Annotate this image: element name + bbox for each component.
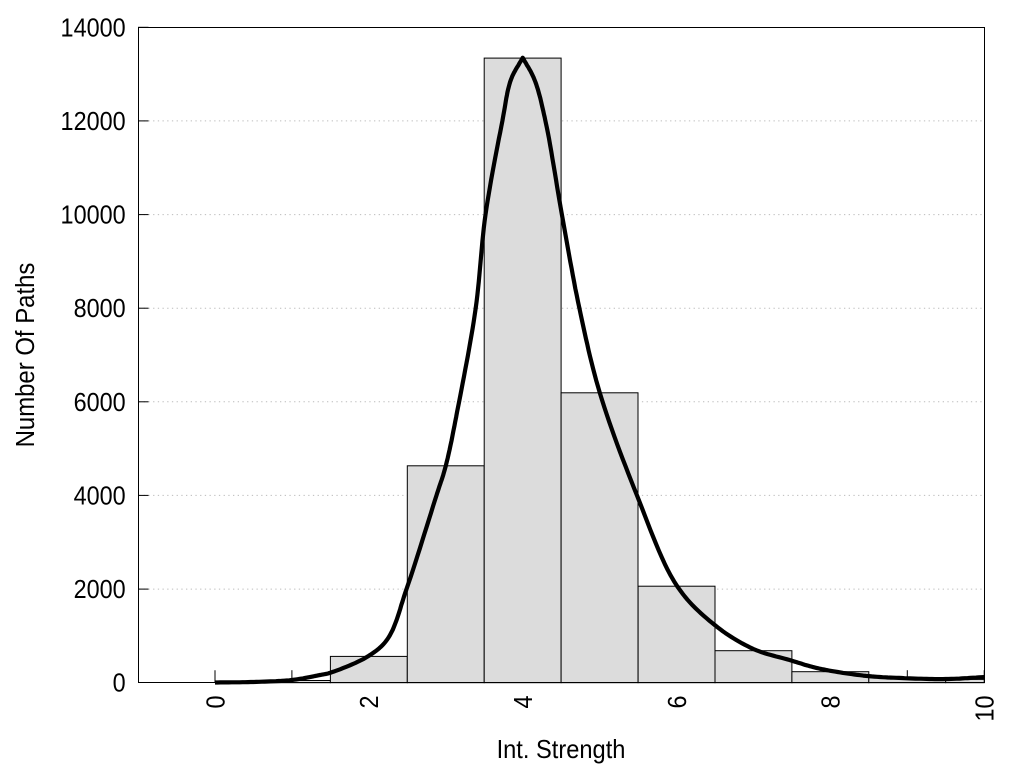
svg-text:8: 8 [818, 696, 846, 709]
svg-text:8000: 8000 [74, 295, 126, 323]
svg-text:2: 2 [356, 696, 384, 709]
svg-text:6: 6 [664, 696, 692, 709]
svg-text:2000: 2000 [74, 576, 126, 604]
svg-text:4000: 4000 [74, 482, 126, 510]
svg-text:12000: 12000 [61, 108, 126, 136]
svg-text:0: 0 [202, 696, 230, 709]
svg-text:0: 0 [113, 670, 126, 698]
svg-text:Number Of Paths: Number Of Paths [11, 263, 40, 448]
svg-text:14000: 14000 [61, 14, 126, 42]
svg-text:6000: 6000 [74, 389, 126, 417]
svg-text:10: 10 [971, 696, 999, 722]
svg-text:Int. Strength: Int. Strength [497, 736, 626, 764]
svg-text:4: 4 [510, 695, 538, 708]
svg-text:10000: 10000 [61, 202, 126, 230]
